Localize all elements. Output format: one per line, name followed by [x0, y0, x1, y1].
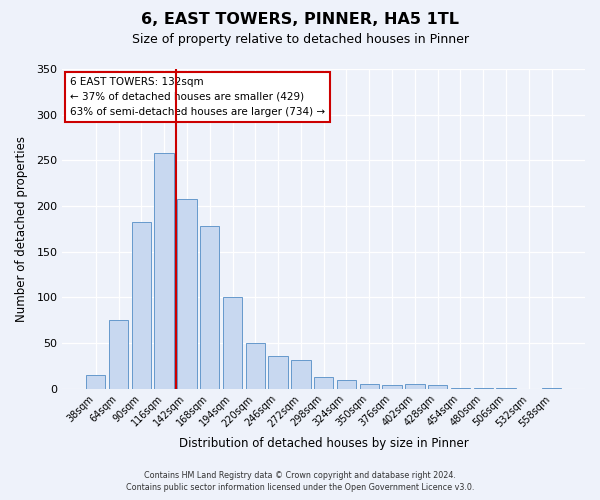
Text: Contains HM Land Registry data © Crown copyright and database right 2024.
Contai: Contains HM Land Registry data © Crown c…	[126, 471, 474, 492]
Bar	[451, 388, 470, 389]
Bar	[109, 320, 128, 389]
Text: 6 EAST TOWERS: 132sqm
← 37% of detached houses are smaller (429)
63% of semi-det: 6 EAST TOWERS: 132sqm ← 37% of detached …	[70, 77, 325, 116]
Bar	[131, 222, 151, 389]
Text: Size of property relative to detached houses in Pinner: Size of property relative to detached ho…	[131, 32, 469, 46]
Bar	[542, 388, 561, 389]
Y-axis label: Number of detached properties: Number of detached properties	[15, 136, 28, 322]
Bar	[382, 385, 402, 389]
Bar	[223, 298, 242, 389]
X-axis label: Distribution of detached houses by size in Pinner: Distribution of detached houses by size …	[179, 437, 469, 450]
Bar	[86, 375, 106, 389]
Text: 6, EAST TOWERS, PINNER, HA5 1TL: 6, EAST TOWERS, PINNER, HA5 1TL	[141, 12, 459, 28]
Bar	[337, 380, 356, 389]
Bar	[200, 226, 220, 389]
Bar	[154, 153, 174, 389]
Bar	[268, 356, 288, 389]
Bar	[359, 384, 379, 389]
Bar	[314, 377, 334, 389]
Bar	[496, 388, 515, 389]
Bar	[428, 385, 447, 389]
Bar	[473, 388, 493, 389]
Bar	[405, 384, 425, 389]
Bar	[291, 360, 311, 389]
Bar	[177, 198, 197, 389]
Bar	[245, 343, 265, 389]
